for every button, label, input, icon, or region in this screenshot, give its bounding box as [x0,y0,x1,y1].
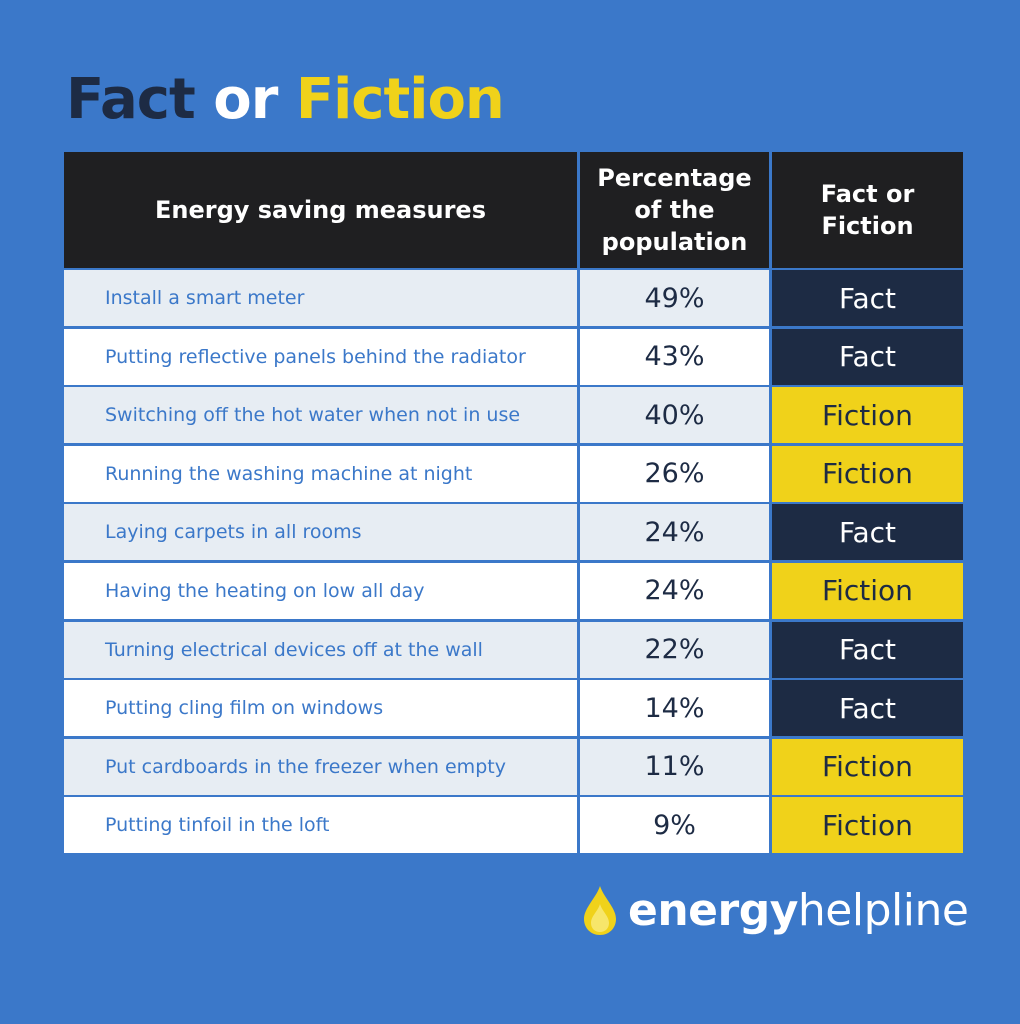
table-row: Putting cling film on windows 14% Fact [64,680,963,737]
verdict-cell: Fiction [772,738,963,795]
percentage-cell: 14% [580,680,769,737]
title-fact: Fact [66,67,196,132]
header-percentage-line: of the [634,196,715,224]
percentage-cell: 43% [580,328,769,385]
percentage-cell: 22% [580,621,769,678]
verdict-cell: Fact [772,328,963,385]
percentage-cell: 40% [580,387,769,444]
measure-cell: Having the heating on low all day [64,562,577,619]
fact-fiction-table: Energy saving measures Percentage of the… [64,152,963,856]
table-row: Putting tinfoil in the loft 9% Fiction [64,797,963,854]
logo-text-light: helpline [797,884,969,936]
verdict-cell: Fiction [772,445,963,502]
table-row: Running the washing machine at night 26% F… [64,445,963,502]
title-or: or [213,67,278,132]
measure-cell: Laying carpets in all rooms [64,504,577,561]
header-verdict: Fact or Fiction [772,152,963,268]
header-percentage: Percentage of the population [580,152,769,268]
table-row: Turning electrical devices off at the wa… [64,621,963,678]
verdict-cell: Fiction [772,797,963,854]
table-row: Having the heating on low all day 24% Fict… [64,562,963,619]
table-header-row: Energy saving measures Percentage of the… [64,152,963,268]
logo-text-bold: energy [628,884,798,936]
verdict-cell: Fact [772,504,963,561]
header-verdict-line: Fiction [821,212,914,240]
percentage-cell: 9% [580,797,769,854]
measure-cell: Install a smart meter [64,270,577,326]
header-measures: Energy saving measures [64,152,577,268]
percentage-cell: 26% [580,445,769,502]
percentage-cell: 24% [580,562,769,619]
table-row: Laying carpets in all rooms 24% Fact [64,504,963,561]
measure-cell: Putting reflective panels behind the rad… [64,328,577,385]
verdict-cell: Fact [772,621,963,678]
measure-cell: Turning electrical devices off at the wa… [64,621,577,678]
verdict-cell: Fiction [772,387,963,444]
table-body: Install a smart meter 49% Fact Putting refl… [64,270,963,854]
measure-cell: Running the washing machine at night [64,445,577,502]
title-fiction: Fiction [295,67,505,132]
percentage-cell: 49% [580,270,769,326]
percentage-cell: 24% [580,504,769,561]
percentage-cell: 11% [580,738,769,795]
measure-cell: Put cardboards in the freezer when empty [64,738,577,795]
page-title: Fact or Fiction [66,67,505,132]
verdict-cell: Fiction [772,562,963,619]
flame-drop-icon [584,886,616,935]
header-verdict-line: Fact or [820,180,915,208]
measure-cell: Switching off the hot water when not in … [64,387,577,444]
measure-cell: Putting tinfoil in the loft [64,797,577,854]
table-row: Put cardboards in the freezer when empty… [64,738,963,795]
header-percentage-line: population [601,228,748,256]
measure-cell: Putting cling film on windows [64,680,577,737]
table-row: Putting reflective panels behind the rad… [64,328,963,385]
table-row: Switching off the hot water when not in … [64,387,963,444]
verdict-cell: Fact [772,680,963,737]
table-row: Install a smart meter 49% Fact [64,270,963,326]
verdict-cell: Fact [772,270,963,326]
energyhelpline-logo: energy helpline [582,882,969,938]
header-percentage-line: Percentage [597,164,752,192]
